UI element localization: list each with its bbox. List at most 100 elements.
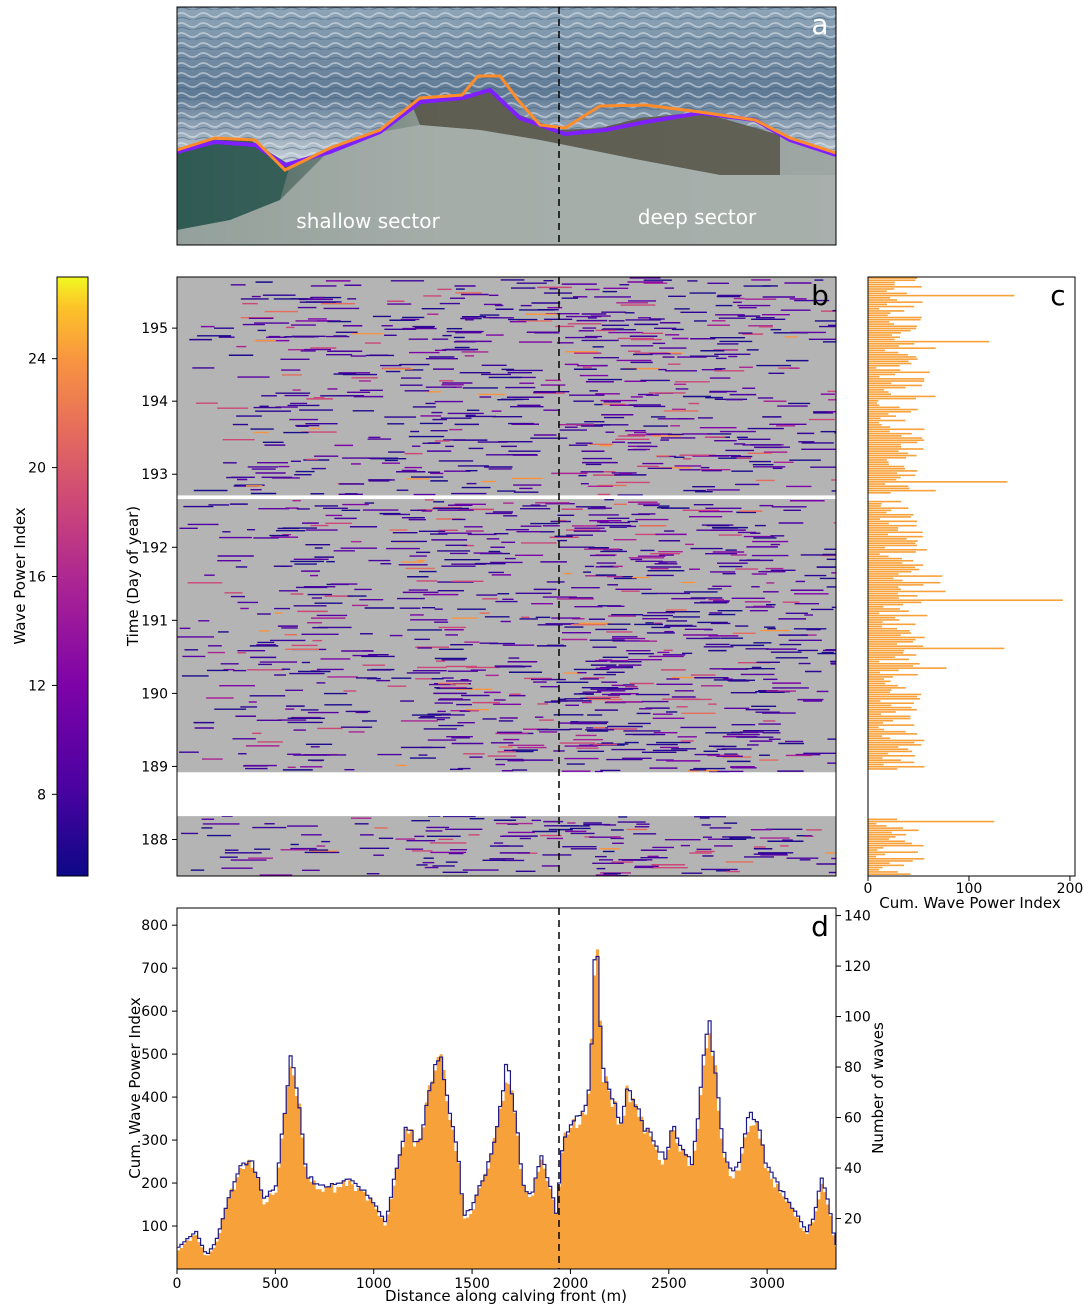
colorbar-tick-label: 24 [28,352,46,368]
time-histogram-bar [868,417,881,420]
panel-b-ylabel: Time (Day of year) [124,506,142,647]
time-histogram-bar [868,393,891,396]
time-histogram-bar [868,649,905,652]
time-histogram-bar [868,391,889,393]
time-histogram-bar [868,577,894,580]
time-histogram-bar [868,283,895,286]
time-histogram-bar [868,551,916,553]
time-histogram-bar [868,489,936,492]
time-histogram-bar [868,360,909,363]
time-histogram-bar [868,730,906,733]
panel-d-ylabel: Cum. Wave Power Index [126,997,144,1179]
time-histogram-bar [868,524,917,527]
time-histogram-bar [868,700,881,702]
panel-d-y2tick-label: 80 [844,1060,862,1076]
time-histogram-bar [868,735,883,737]
time-histogram-bar [868,765,925,768]
time-histogram-bar [868,562,903,564]
time-histogram-bar [868,476,901,479]
data-gap [177,495,836,500]
panel-d-ytick-label: 700 [141,961,168,977]
time-histogram-bar [868,750,913,753]
time-histogram-bar [868,424,882,426]
time-histogram-bar [868,643,898,645]
time-histogram-bar [868,435,902,437]
colorbar: 8 12 16 20 24 Wave Power Index [11,276,89,877]
time-histogram-bar [868,669,899,672]
time-histogram-bar [868,575,943,577]
panel-d-y2tick-label: 60 [844,1111,862,1127]
time-histogram-bar [868,505,881,507]
time-histogram-bar [868,715,911,718]
time-histogram-bar [868,722,884,724]
time-histogram-bar [868,853,886,856]
time-histogram-bar [868,752,889,755]
time-histogram-bar [868,415,897,417]
panel-d-ytick-label: 500 [141,1047,168,1063]
time-histogram-bar [868,527,899,529]
ice-melange [177,125,836,245]
time-histogram-bar [868,419,906,422]
time-histogram-bar [868,305,915,308]
time-histogram-bar [868,579,903,582]
time-histogram-bar [868,316,922,319]
time-histogram-bar [868,768,898,770]
time-histogram-bar [868,546,886,549]
time-histogram-bar [868,553,880,555]
time-histogram-bar [868,472,898,474]
time-histogram-bar [868,711,896,713]
time-histogram-bar [868,673,918,676]
time-histogram-bar [868,533,888,536]
time-histogram-bar [868,334,892,336]
panel-d-y2tick-label: 140 [844,909,871,925]
time-histogram-bar [868,375,880,378]
time-histogram-bar [868,327,917,330]
time-histogram-bar [868,356,917,358]
panel-b-ytick-label: 191 [141,613,168,629]
time-histogram-bar [868,518,880,520]
time-histogram-bar [868,862,890,864]
time-histogram-bar [868,325,918,328]
time-histogram-bar [868,842,913,845]
time-histogram-bar [868,500,902,503]
time-histogram-bar [868,288,895,290]
time-histogram-bar [868,713,882,715]
time-histogram-bar [868,481,1008,483]
time-histogram-bar [868,704,892,707]
panel-b-ytick-label: 189 [141,759,168,775]
time-histogram-bar [868,759,901,761]
time-histogram-bar [868,531,923,534]
time-histogram-bar [868,608,900,610]
time-histogram-bar [868,386,906,389]
time-histogram-bar [868,825,887,827]
time-histogram-bar [868,590,946,593]
time-histogram-bar [868,638,916,641]
panel-d-y2tick-label: 40 [844,1161,862,1177]
panel-d-ytick-label: 200 [141,1176,168,1192]
time-histogram-bar [868,430,890,433]
panel-c-xlabel: Cum. Wave Power Index [879,894,1061,912]
time-histogram-bar [868,456,907,459]
time-histogram-bar [868,568,920,571]
time-histogram-bar [868,660,880,663]
time-histogram-bar [868,492,891,494]
time-histogram-bar [868,584,924,586]
panel-d-xtick-label: 2500 [651,1276,687,1292]
time-histogram-bar [868,741,915,744]
data-gap [177,772,836,817]
front-line-orange [176,74,837,172]
time-histogram-bar [868,717,911,720]
time-histogram-bar [868,340,990,343]
time-histogram-bar [868,542,916,545]
deep-sector-label: deep sector [638,205,757,229]
time-histogram-bar [868,351,899,354]
panel-d-ytick-label: 100 [141,1219,168,1235]
time-histogram-bar [868,312,891,314]
colorbar-tick-label: 8 [37,787,46,803]
panel-a-frame [176,6,837,246]
time-histogram-bar [868,279,916,282]
time-histogram-bar [868,564,924,566]
time-histogram-bar [868,857,925,860]
panel-letter-b: b [811,279,829,312]
time-histogram-bar [868,656,895,658]
